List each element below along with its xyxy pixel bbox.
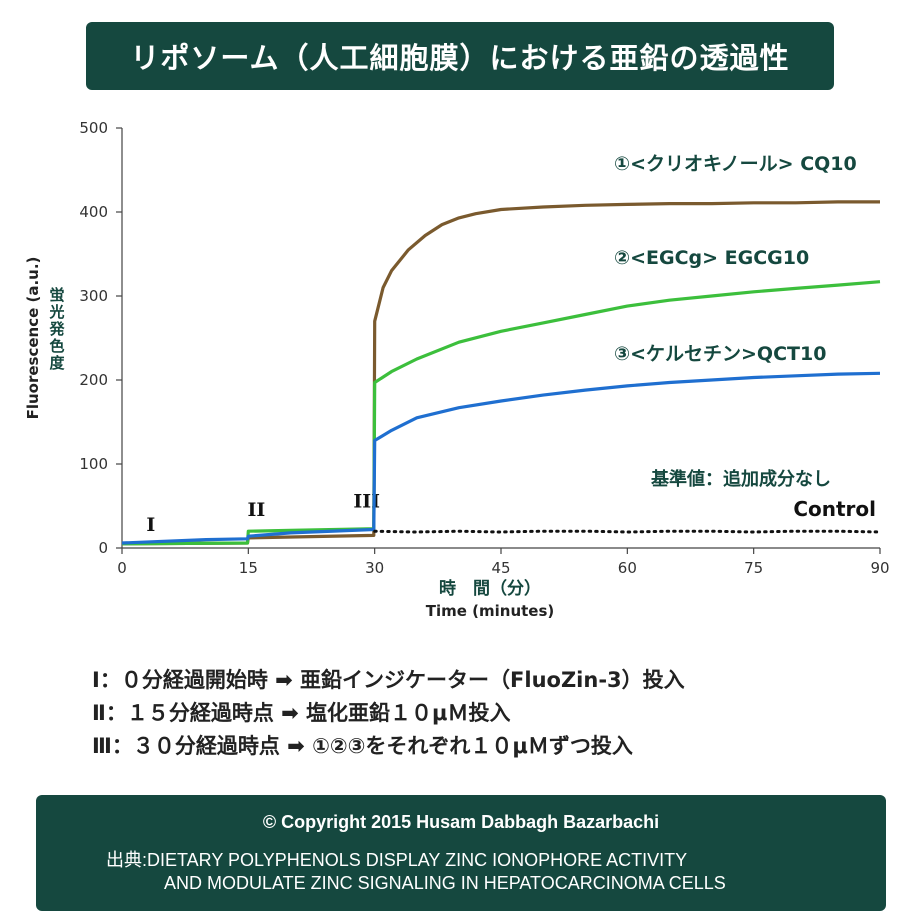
y-tick-label: 500 xyxy=(79,119,108,137)
y-axis-title-jp-char: 発 xyxy=(48,320,65,338)
y-tick-label: 0 xyxy=(98,539,108,557)
phase-marker-2: II xyxy=(247,499,265,521)
series-line-control xyxy=(373,529,882,534)
legend-control-jp: 基準値：追加成分なし xyxy=(650,468,831,490)
legend-egcg10: ②<EGCg> EGCG10 xyxy=(614,247,809,269)
x-tick-label: 90 xyxy=(870,559,889,577)
y-tick-label: 200 xyxy=(79,371,108,389)
x-tick-label: 60 xyxy=(618,559,637,577)
title-banner: リポソーム（人工細胞膜）における亜鉛の透過性 xyxy=(86,22,834,90)
series-line-qct10 xyxy=(121,371,881,545)
legend-cq10: ①<クリオキノール> CQ10 xyxy=(614,153,857,175)
x-tick-label: 15 xyxy=(239,559,258,577)
x-tick-label: 30 xyxy=(365,559,384,577)
series-line-egcg10 xyxy=(121,280,881,546)
phase-marker-3: III xyxy=(353,491,380,513)
source-footer: © Copyright 2015 Husam Dabbagh Bazarbach… xyxy=(36,795,886,911)
fluorescence-chart: 0 100 200 300 400 500 0 15 30 45 60 75 90 時 間（分） Time … xyxy=(24,119,890,620)
note-step-1: Ⅰ：０分経過開始時 ➡ 亜鉛インジケーター（FluoZin-3）投入 xyxy=(92,668,685,692)
y-tick-label: 300 xyxy=(79,287,108,305)
source-line-1: 出典:DIETARY POLYPHENOLS DISPLAY ZINC IONO… xyxy=(106,850,688,870)
legend-control-en: Control xyxy=(793,497,876,521)
y-axis-title-jp-char: 蛍 xyxy=(49,286,64,304)
procedure-notes: Ⅰ：０分経過開始時 ➡ 亜鉛インジケーター（FluoZin-3）投入 Ⅱ：１５分… xyxy=(92,664,685,763)
x-tick-label: 45 xyxy=(491,559,510,577)
y-tick-label: 100 xyxy=(79,455,108,473)
note-step-2: Ⅱ：１５分経過時点 ➡ 塩化亜鉛１０μＭ投入 xyxy=(92,701,511,725)
y-axis-title-jp-char: 色 xyxy=(49,337,64,355)
phase-marker-1: I xyxy=(146,514,155,536)
source-citation: 出典:DIETARY POLYPHENOLS DISPLAY ZINC IONO… xyxy=(106,849,726,895)
x-tick-label: 75 xyxy=(744,559,763,577)
legend-qct10: ③<ケルセチン>QCT10 xyxy=(614,343,826,365)
y-axis-title: Fluorescence (a.u.) xyxy=(24,257,42,420)
source-line-2: AND MODULATE ZINC SIGNALING IN HEPATOCAR… xyxy=(164,873,726,893)
x-tick-label: 0 xyxy=(117,559,127,577)
y-tick-label: 400 xyxy=(79,203,108,221)
y-axis-title-jp-char: 度 xyxy=(49,354,65,372)
y-axis-title-jp-char: 光 xyxy=(48,303,64,321)
copyright-text: © Copyright 2015 Husam Dabbagh Bazarbach… xyxy=(262,812,660,832)
x-axis-title: Time (minutes) xyxy=(426,602,555,620)
page-title: リポソーム（人工細胞膜）における亜鉛の透過性 xyxy=(130,41,790,75)
note-step-3: Ⅲ：３０分経過時点 ➡ ①②③をそれぞれ１０μＭずつ投入 xyxy=(92,734,633,758)
x-axis-title-jp: 時 間（分） xyxy=(439,578,541,599)
